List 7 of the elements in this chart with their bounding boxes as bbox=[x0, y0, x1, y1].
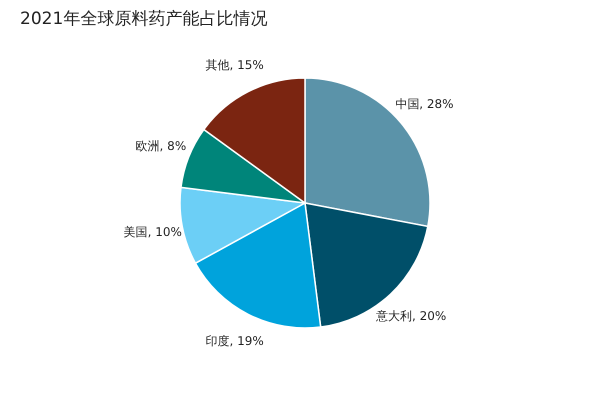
slice-label: 欧洲, 8% bbox=[136, 138, 186, 153]
slice-label: 其他, 15% bbox=[205, 58, 264, 72]
slice-label: 印度, 19% bbox=[205, 334, 264, 348]
chart-title: 2021年全球原料药产能占比情况 bbox=[20, 9, 268, 29]
slice-label: 美国, 10% bbox=[124, 225, 182, 240]
slice-label: 中国, 28% bbox=[395, 97, 454, 112]
slice-label: 意大利, 20% bbox=[374, 308, 446, 323]
